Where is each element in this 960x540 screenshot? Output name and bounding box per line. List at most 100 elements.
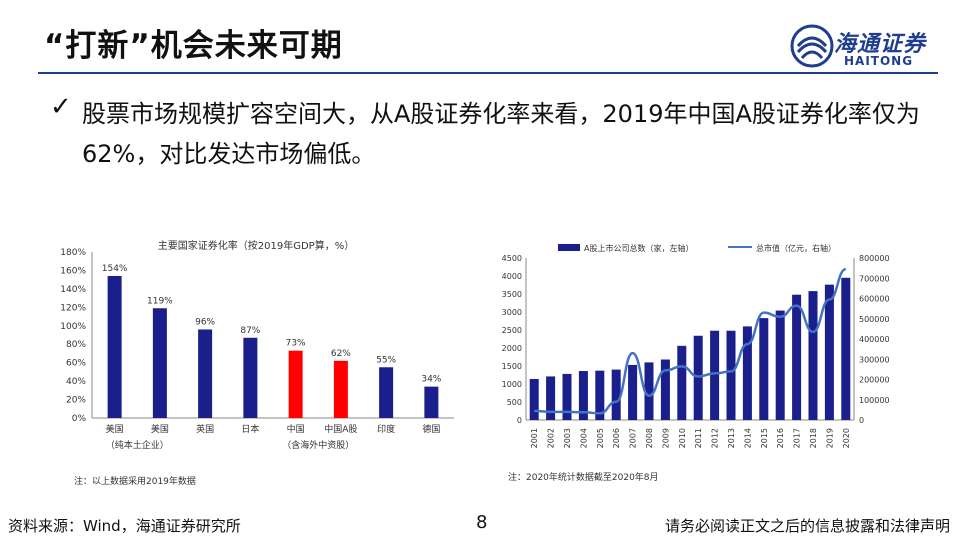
- x-tick-label: 2004: [579, 428, 588, 448]
- bar: [677, 345, 687, 420]
- listed-companies-chart-panel: A股上市公司总数（家，左轴） 总市值（亿元，右轴） 0 500 1000 1500 2000…: [492, 236, 922, 492]
- bar: [288, 350, 303, 418]
- chart-note: 注：以上数据采用2019年数据: [74, 475, 196, 487]
- x-tick-label: 美国: [106, 423, 124, 435]
- y-left-tick-label: 2000: [502, 344, 522, 353]
- data-label: 73%: [286, 339, 306, 349]
- haitong-emblem-icon: [790, 24, 834, 68]
- x-tick-label: 印度: [377, 423, 395, 435]
- x-tick-label: 2016: [776, 428, 785, 448]
- bar: [824, 284, 834, 420]
- bar: [693, 335, 703, 420]
- bar: [243, 337, 258, 418]
- y-right-tick-label: 300000: [859, 355, 890, 364]
- title-divider: [38, 72, 938, 74]
- bar: [562, 373, 572, 420]
- legend-line-label: 总市值（亿元，右轴）: [756, 243, 836, 253]
- x-tick-label: 2007: [629, 428, 638, 448]
- y-tick-label: 180%: [60, 248, 86, 258]
- footer-source: 资料来源：Wind，海通证券研究所: [8, 517, 241, 535]
- data-label: 62%: [331, 349, 351, 359]
- y-left-tick-label: 2500: [502, 326, 522, 335]
- haitong-logo: 海通证券 HAITONG: [790, 22, 940, 72]
- x-tick-label: 2009: [661, 428, 670, 448]
- data-label: 34%: [421, 375, 441, 385]
- data-label: 154%: [102, 264, 128, 274]
- x-sublabel: （含海外中资股）: [282, 439, 354, 451]
- securitization-chart-panel: 主要国家证券化率（按2019年GDP算，%） 0% 20% 40% 60% 80% 100%…: [44, 236, 468, 492]
- bar: [611, 369, 621, 420]
- logo-chinese-text: 海通证券: [834, 32, 927, 57]
- x-tick-label: 2008: [645, 428, 654, 448]
- x-tick-label: 日本: [241, 423, 259, 435]
- legend-bar-label: A股上市公司总数（家，左轴）: [584, 243, 693, 253]
- y-left-tick-label: 3500: [502, 290, 522, 299]
- data-label: 55%: [376, 355, 396, 365]
- y-right-tick-label: 0: [859, 416, 864, 425]
- bar: [628, 364, 638, 420]
- chart-note: 注：2020年统计数据截至2020年8月: [508, 471, 659, 483]
- y-tick-label: 60%: [66, 359, 86, 369]
- y-tick-label: 100%: [60, 322, 86, 332]
- y-right-tick-label: 500000: [859, 315, 890, 324]
- data-label: 87%: [240, 326, 260, 336]
- y-left-tick-label: 1500: [502, 362, 522, 371]
- y-left-tick-label: 500: [507, 398, 522, 407]
- bar: [424, 386, 439, 418]
- x-tick-label: 2001: [530, 428, 539, 448]
- x-tick-label: 2017: [793, 428, 802, 448]
- data-label: 96%: [195, 317, 215, 327]
- bar: [775, 310, 785, 420]
- bar: [759, 318, 769, 420]
- y-right-tick-label: 600000: [859, 295, 890, 304]
- bar: [152, 308, 167, 418]
- y-right-tick-label: 100000: [859, 396, 890, 405]
- y-tick-label: 160%: [60, 266, 86, 276]
- y-right-tick-label: 700000: [859, 274, 890, 283]
- bullet-text: 股票市场规模扩容空间大，从A股证券化率来看，2019年中国A股证券化率仅为62%…: [82, 100, 920, 168]
- x-tick-label: 2003: [563, 428, 572, 448]
- x-tick-label: 英国: [196, 423, 214, 435]
- x-tick-label: 2020: [842, 428, 851, 448]
- x-tick-label: 2014: [743, 428, 752, 448]
- bar: [808, 291, 818, 420]
- y-tick-label: 140%: [60, 285, 86, 295]
- x-tick-label: 美国: [151, 423, 169, 435]
- y-left-tick-label: 1000: [502, 380, 522, 389]
- bar: [644, 362, 654, 420]
- logo-english-text: HAITONG: [844, 54, 914, 68]
- x-tick-label: 2006: [612, 428, 621, 448]
- bar: [198, 329, 213, 418]
- x-tick-label: 2019: [825, 428, 834, 448]
- bar: [710, 330, 720, 420]
- bar: [660, 359, 670, 420]
- y-right-tick-label: 400000: [859, 335, 890, 344]
- bar: [792, 294, 802, 420]
- bar: [107, 275, 122, 418]
- market-cap-line: [534, 267, 847, 415]
- y-right-tick-label: 800000: [859, 254, 890, 263]
- x-tick-label: 2005: [596, 428, 605, 448]
- chart-title: 主要国家证券化率（按2019年GDP算，%）: [158, 239, 354, 252]
- x-sublabel: （纯本土企业）: [106, 439, 169, 451]
- legend-bar-swatch: [558, 244, 580, 251]
- bar: [529, 378, 539, 420]
- securitization-rate-chart: 主要国家证券化率（按2019年GDP算，%） 0% 20% 40% 60% 80% 100%…: [60, 239, 454, 487]
- y-right-tick-label: 200000: [859, 376, 890, 385]
- data-label: 119%: [147, 296, 173, 306]
- bar: [726, 330, 736, 420]
- y-left-tick-label: 3000: [502, 308, 522, 317]
- checkmark-icon: ✓: [50, 92, 72, 122]
- x-tick-label: 2012: [711, 428, 720, 448]
- x-tick-label: 2002: [547, 428, 556, 448]
- bar: [333, 360, 348, 418]
- y-left-tick-label: 4500: [502, 254, 522, 263]
- x-tick-label: 中国: [287, 423, 305, 435]
- listed-companies-market-cap-chart: A股上市公司总数（家，左轴） 总市值（亿元，右轴） 0 500 1000 1500 2000…: [502, 243, 890, 483]
- slide-title: “打新”机会未来可期: [44, 28, 343, 64]
- x-tick-label: 德国: [422, 423, 440, 435]
- x-tick-label: 2010: [678, 428, 687, 448]
- y-tick-label: 40%: [66, 377, 86, 387]
- x-tick-label: 2018: [809, 428, 818, 448]
- bar: [546, 376, 556, 420]
